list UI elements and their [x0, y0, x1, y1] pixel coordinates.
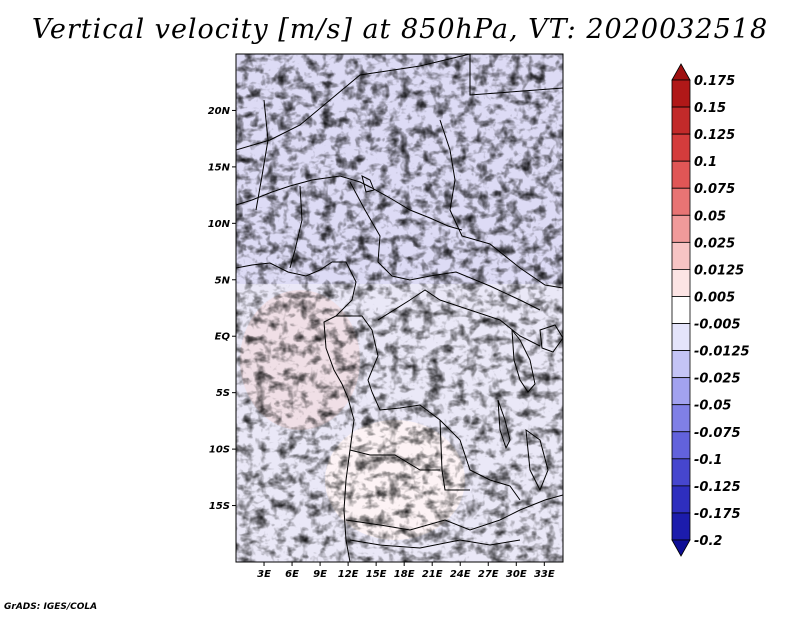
colorbar-label: 0.175	[694, 74, 735, 89]
lat-tick-label: 5N	[215, 275, 231, 286]
colorbar-label: -0.005	[694, 318, 741, 333]
colorbar-top-arrow	[671, 63, 691, 81]
colorbar-label: -0.075	[694, 426, 741, 441]
lat-tick-label: 15S	[209, 501, 230, 512]
longitude-axis: 3E 6E 9E 12E 15E 18E 21E 24E 27E 30E 33E	[257, 562, 555, 580]
colorbar-label: 0.025	[694, 236, 735, 251]
lat-tick-label: 20N	[208, 106, 231, 117]
lon-tick-label: 18E	[394, 569, 415, 580]
lon-tick-label: 30E	[506, 569, 527, 580]
colorbar-labels: 0.175 0.15 0.125 0.1 0.075 0.05 0.025 0.0125 0.0…	[694, 74, 750, 549]
lon-tick-label: 3E	[257, 569, 271, 580]
colorbar-swatch	[671, 269, 691, 297]
lon-tick-label: 15E	[366, 569, 387, 580]
lon-tick-label: 33E	[534, 569, 555, 580]
colorbar-swatch	[671, 133, 691, 162]
lat-tick-label: 15N	[208, 162, 231, 173]
lon-tick-label: 27E	[478, 569, 499, 580]
colorbar-swatch	[671, 241, 691, 270]
map-frame	[235, 53, 564, 563]
country-borders	[236, 54, 563, 562]
colorbar-label: 0.125	[694, 128, 735, 143]
colorbar-label: -0.05	[694, 399, 731, 414]
colorbar-label: 0.0125	[694, 263, 744, 278]
colorbar-label: -0.125	[694, 480, 741, 495]
lon-tick-label: 24E	[450, 569, 471, 580]
colorbar-label: 0.005	[694, 290, 735, 305]
colorbar	[671, 63, 691, 557]
colorbar-swatch	[671, 404, 691, 433]
grads-credit: GrADS: IGES/COLA	[4, 602, 98, 612]
colorbar-swatch	[671, 350, 691, 379]
colorbar-label: -0.2	[694, 534, 722, 549]
lon-tick-label: 21E	[422, 569, 443, 580]
lon-tick-label: 12E	[338, 569, 359, 580]
map-title: Vertical velocity [m/s] at 850hPa, VT: 2…	[31, 14, 769, 45]
colorbar-label: 0.15	[694, 101, 726, 116]
lat-tick-label: 10N	[208, 219, 231, 230]
colorbar-label: -0.175	[694, 507, 741, 522]
colorbar-swatch	[671, 512, 691, 541]
colorbar-swatch	[671, 431, 691, 460]
colorbar-swatch	[671, 323, 691, 351]
colorbar-label: 0.075	[694, 182, 735, 197]
lat-tick-label: 10S	[209, 445, 230, 456]
latitude-axis: 20N 15N 10N 5N EQ 5S 10S 15S	[208, 106, 236, 512]
colorbar-swatch	[671, 485, 691, 514]
colorbar-swatch	[671, 214, 691, 243]
colorbar-label: 0.1	[694, 155, 717, 170]
colorbar-swatch	[671, 187, 691, 216]
colorbar-bottom-arrow	[671, 539, 691, 557]
lat-tick-label: EQ	[215, 332, 231, 343]
lat-tick-label: 5S	[216, 388, 230, 399]
colorbar-label: -0.025	[694, 372, 741, 387]
lon-tick-label: 6E	[285, 569, 299, 580]
colorbar-swatch	[671, 458, 691, 487]
vertical-velocity-field	[236, 54, 563, 562]
colorbar-label: -0.1	[694, 453, 722, 468]
colorbar-label: -0.0125	[694, 345, 750, 360]
colorbar-swatch	[671, 377, 691, 406]
colorbar-swatch	[671, 79, 691, 108]
colorbar-label: 0.05	[694, 209, 726, 224]
colorbar-swatch	[671, 106, 691, 135]
lon-tick-label: 9E	[313, 569, 327, 580]
colorbar-swatch	[671, 296, 691, 324]
colorbar-swatch	[671, 160, 691, 189]
